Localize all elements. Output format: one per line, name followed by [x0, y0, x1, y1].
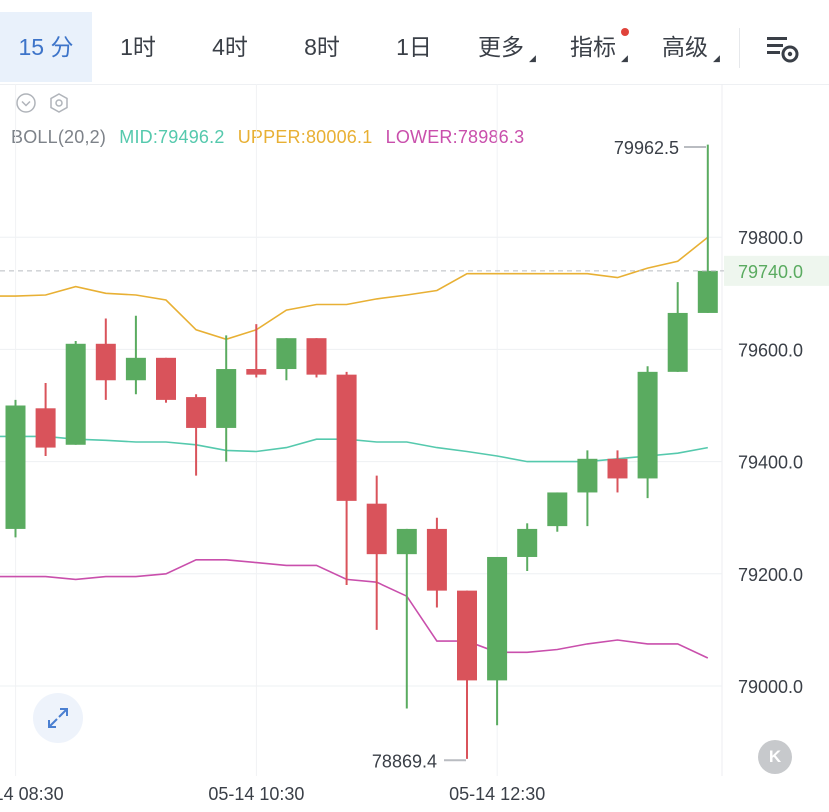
candle-body — [276, 338, 297, 370]
tab-divider — [739, 28, 740, 68]
tab-advanced[interactable]: 高级 — [662, 34, 708, 60]
candle-body — [517, 528, 538, 557]
candle-body — [457, 590, 477, 681]
collapse-chevron-icon[interactable] — [15, 92, 37, 114]
tab-more[interactable]: 更多 — [478, 34, 524, 60]
candle-body — [637, 371, 658, 479]
boll-name: BOLL(20,2) — [11, 127, 107, 147]
more-dropdown-icon: ◢ — [529, 53, 536, 63]
candle-up — [487, 556, 508, 726]
tab-1d[interactable]: 1日 — [396, 34, 432, 60]
x-tick-label: 05-14 10:30 — [208, 784, 305, 804]
tab-4h[interactable]: 4时 — [212, 34, 248, 60]
candle-body — [95, 343, 116, 381]
candlestick-chart[interactable]: 79800.0 79600.0 79400.0 79200.0 79000.0 7974… — [0, 84, 829, 776]
indicator-settings-hexagon-icon[interactable] — [48, 92, 70, 114]
candle-body — [667, 312, 688, 372]
candle-body — [396, 528, 417, 555]
candle-body — [246, 369, 267, 375]
candle-down — [426, 517, 447, 608]
candle-up — [396, 528, 417, 709]
candle-up — [577, 450, 598, 527]
y-tick-label: 79400.0 — [738, 453, 803, 473]
y-tick-label: 79000.0 — [738, 677, 803, 697]
boll-mid-value: MID:79496.2 — [119, 127, 225, 147]
candle-up — [5, 399, 26, 538]
candle-body — [366, 503, 387, 555]
boll-upper-value: UPPER:80006.1 — [237, 127, 373, 147]
candle-up — [125, 315, 146, 395]
candle-down — [156, 357, 176, 403]
candle-body — [607, 458, 628, 479]
timeframe-tabbar: 15 分 1时 4时 8时 1日 更多 ◢ 指标 ◢ 高级 ◢ — [0, 0, 829, 85]
boll-lower-value: LOWER:78986.3 — [385, 127, 525, 147]
candle-down — [457, 590, 477, 759]
current-price-tag — [724, 255, 829, 286]
candle-up — [637, 366, 658, 499]
candle-body — [5, 405, 26, 529]
tab-1h[interactable]: 1时 — [120, 34, 156, 60]
candle-body — [186, 397, 207, 428]
candle-down — [246, 324, 267, 378]
candle-down — [186, 394, 207, 476]
candle-up — [276, 338, 297, 381]
indicators-dropdown-icon: ◢ — [621, 53, 628, 63]
high-price-label: 79962.5 — [614, 138, 679, 158]
boll-upper-line — [0, 236, 709, 341]
chart-settings-icon[interactable] — [762, 30, 802, 66]
candle-body — [65, 343, 86, 445]
candle-up — [216, 335, 237, 462]
x-tick-label: 05-14 12:30 — [449, 784, 546, 804]
candle-body — [125, 357, 146, 381]
candle-down — [607, 450, 628, 493]
tab-indicators[interactable]: 指标 — [570, 34, 616, 60]
candle-body — [216, 369, 237, 428]
candle-body — [577, 458, 598, 493]
candle-down — [95, 318, 116, 400]
advanced-dropdown-icon: ◢ — [713, 53, 720, 63]
indicator-badge-dot — [621, 28, 629, 36]
y-tick-label: 79800.0 — [738, 228, 803, 248]
candle-up — [697, 144, 718, 313]
candle-down — [306, 338, 327, 378]
k-jump-button[interactable]: K — [758, 740, 792, 774]
candle-body — [547, 492, 568, 527]
candle-body — [697, 270, 718, 313]
candle-body — [487, 556, 508, 681]
candle-body — [156, 357, 176, 400]
x-tick-label: 05-14 08:30 — [0, 784, 64, 804]
boll-lower-line — [0, 559, 709, 659]
candle-up — [517, 523, 538, 571]
candle-body — [426, 528, 447, 591]
candle-body — [35, 408, 56, 448]
candle-body — [306, 338, 327, 375]
current-price-label: 79740.0 — [738, 262, 803, 282]
expand-fullscreen-button[interactable] — [33, 693, 83, 743]
candle-down — [336, 371, 357, 586]
tab-8h[interactable]: 8时 — [304, 34, 340, 60]
boll-legend: BOLL(20,2) MID:79496.2 UPPER:80006.1 LOW… — [11, 127, 532, 148]
tab-15m[interactable]: 15 分 — [0, 12, 92, 82]
candle-up — [547, 492, 568, 532]
candle-up — [65, 340, 86, 445]
low-price-label: 78869.4 — [372, 751, 437, 771]
candle-down — [35, 383, 56, 456]
expand-arrows-icon — [48, 708, 68, 728]
y-tick-label: 79200.0 — [738, 565, 803, 585]
candle-down — [366, 475, 387, 630]
candle-up — [667, 282, 688, 372]
candle-body — [336, 374, 357, 501]
y-tick-label: 79600.0 — [738, 340, 803, 360]
